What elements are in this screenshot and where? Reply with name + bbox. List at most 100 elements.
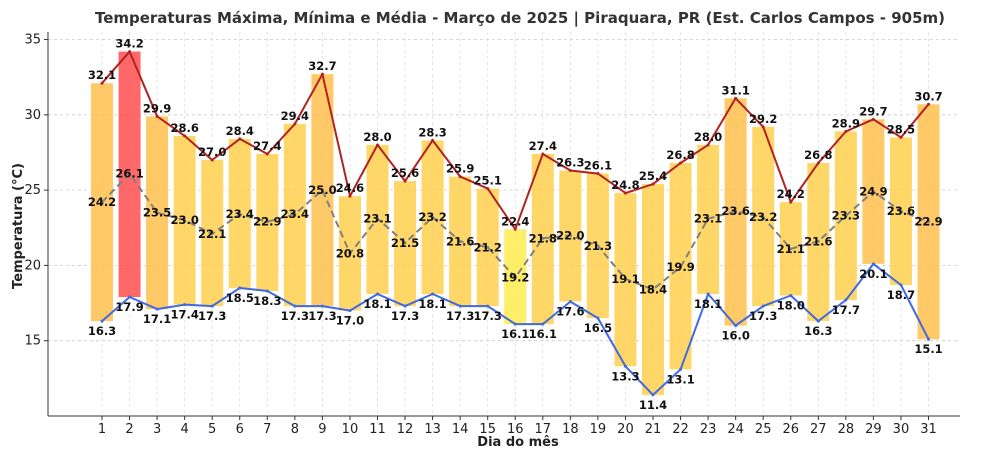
max-label-day-23: 28.0 bbox=[694, 130, 722, 144]
mean-point-day-29 bbox=[871, 190, 875, 194]
min-point-day-11 bbox=[376, 292, 379, 296]
mean-label-day-30: 23.6 bbox=[887, 204, 915, 218]
max-label-day-30: 28.5 bbox=[887, 122, 915, 136]
min-label-day-4: 17.4 bbox=[170, 308, 198, 322]
max-point-day-5 bbox=[210, 158, 214, 162]
min-point-day-13 bbox=[431, 292, 435, 296]
max-label-day-22: 26.8 bbox=[666, 148, 694, 162]
min-point-day-1 bbox=[100, 319, 104, 323]
mean-label-day-26: 21.1 bbox=[777, 242, 805, 256]
y-tick-label: 35 bbox=[24, 33, 41, 48]
mean-point-day-27 bbox=[816, 239, 820, 243]
min-label-day-31: 15.1 bbox=[914, 342, 942, 356]
max-label-day-10: 24.6 bbox=[336, 181, 364, 195]
x-tick-label-day-27: 27 bbox=[810, 422, 827, 437]
max-point-day-9 bbox=[320, 72, 324, 76]
mean-point-day-6 bbox=[238, 212, 242, 216]
x-tick-label-day-16: 16 bbox=[507, 422, 524, 437]
max-point-day-24 bbox=[734, 96, 738, 100]
max-label-day-2: 34.2 bbox=[115, 37, 143, 51]
x-tick-label-day-25: 25 bbox=[755, 422, 772, 437]
max-label-day-28: 28.9 bbox=[832, 116, 860, 130]
x-tick-label-day-11: 11 bbox=[369, 422, 386, 437]
max-point-day-1 bbox=[100, 81, 104, 85]
min-point-day-10 bbox=[348, 309, 352, 313]
max-point-day-3 bbox=[155, 114, 159, 118]
max-point-day-25 bbox=[761, 125, 765, 129]
mean-point-day-4 bbox=[183, 218, 187, 222]
mean-label-day-19: 21.3 bbox=[584, 239, 612, 253]
min-point-day-6 bbox=[238, 286, 242, 290]
chart-title: Temperaturas Máxima, Mínima e Média - Ma… bbox=[95, 9, 945, 28]
max-point-day-11 bbox=[376, 143, 379, 147]
min-label-day-21: 11.4 bbox=[639, 398, 667, 412]
min-point-day-22 bbox=[679, 367, 683, 371]
max-point-day-21 bbox=[651, 182, 655, 186]
x-tick-label-day-14: 14 bbox=[452, 422, 469, 437]
max-label-day-31: 30.7 bbox=[914, 89, 942, 103]
min-label-day-17: 16.1 bbox=[529, 327, 557, 341]
mean-label-day-8: 23.4 bbox=[281, 207, 309, 221]
points bbox=[100, 50, 930, 397]
mean-label-day-12: 21.5 bbox=[391, 236, 419, 250]
max-point-day-29 bbox=[871, 117, 875, 121]
min-label-day-13: 18.1 bbox=[418, 297, 446, 311]
min-label-day-24: 16.0 bbox=[721, 329, 749, 343]
x-tick-label-day-7: 7 bbox=[263, 422, 271, 437]
x-tick-label-day-22: 22 bbox=[672, 422, 689, 437]
mean-point-day-25 bbox=[761, 215, 765, 219]
min-point-day-31 bbox=[927, 337, 930, 341]
x-tick-label-day-9: 9 bbox=[318, 422, 326, 437]
x-tick-label-day-10: 10 bbox=[342, 422, 359, 437]
min-label-day-19: 16.5 bbox=[584, 321, 612, 335]
mean-label-day-9: 25.0 bbox=[308, 183, 336, 197]
mean-point-day-21 bbox=[651, 288, 655, 292]
max-label-day-29: 29.7 bbox=[859, 104, 887, 118]
mean-label-day-7: 22.9 bbox=[253, 215, 281, 229]
max-point-day-14 bbox=[458, 175, 462, 179]
max-label-day-19: 26.1 bbox=[584, 159, 612, 173]
x-tick-label-day-3: 3 bbox=[153, 422, 161, 437]
min-point-day-20 bbox=[623, 364, 627, 368]
mean-label-day-27: 21.6 bbox=[804, 234, 832, 248]
mean-label-day-15: 21.2 bbox=[474, 240, 502, 254]
mean-label-day-11: 23.1 bbox=[363, 212, 391, 226]
min-point-day-23 bbox=[706, 292, 710, 296]
min-label-day-18: 17.6 bbox=[556, 305, 584, 319]
min-point-day-8 bbox=[293, 304, 297, 308]
min-point-day-21 bbox=[651, 393, 655, 397]
min-point-day-26 bbox=[789, 294, 793, 298]
mean-point-day-30 bbox=[899, 209, 903, 213]
mean-label-day-10: 20.8 bbox=[336, 246, 364, 260]
mean-label-day-29: 24.9 bbox=[859, 185, 887, 199]
mean-point-day-19 bbox=[596, 244, 600, 248]
mean-point-day-22 bbox=[679, 265, 683, 269]
max-label-day-15: 25.1 bbox=[474, 174, 502, 188]
x-tick-label-day-19: 19 bbox=[590, 422, 607, 437]
min-point-day-12 bbox=[403, 304, 407, 308]
x-tick-label-day-17: 17 bbox=[535, 422, 552, 437]
min-point-day-14 bbox=[458, 304, 462, 308]
mean-point-day-20 bbox=[623, 277, 627, 281]
data-labels: 32.134.229.928.627.028.427.429.432.724.6… bbox=[88, 37, 943, 412]
max-point-day-20 bbox=[623, 191, 627, 195]
mean-point-day-13 bbox=[431, 215, 435, 219]
x-tick-label-day-5: 5 bbox=[208, 422, 216, 437]
min-label-day-25: 17.3 bbox=[749, 309, 777, 323]
x-tick-label-day-6: 6 bbox=[236, 422, 244, 437]
x-tick-label-day-18: 18 bbox=[562, 422, 579, 437]
x-tick-label-day-8: 8 bbox=[291, 422, 299, 437]
x-tick-label-day-12: 12 bbox=[397, 422, 414, 437]
x-tick-label-day-23: 23 bbox=[700, 422, 717, 437]
min-point-day-18 bbox=[568, 300, 572, 304]
max-label-day-1: 32.1 bbox=[88, 68, 116, 82]
max-label-day-13: 28.3 bbox=[418, 125, 446, 139]
mean-label-day-3: 23.5 bbox=[143, 206, 171, 220]
mean-label-day-13: 23.2 bbox=[418, 210, 446, 224]
max-point-day-8 bbox=[293, 122, 297, 126]
x-tick-label-day-2: 2 bbox=[125, 422, 133, 437]
min-label-day-30: 18.7 bbox=[887, 288, 915, 302]
min-label-day-27: 16.3 bbox=[804, 324, 832, 338]
